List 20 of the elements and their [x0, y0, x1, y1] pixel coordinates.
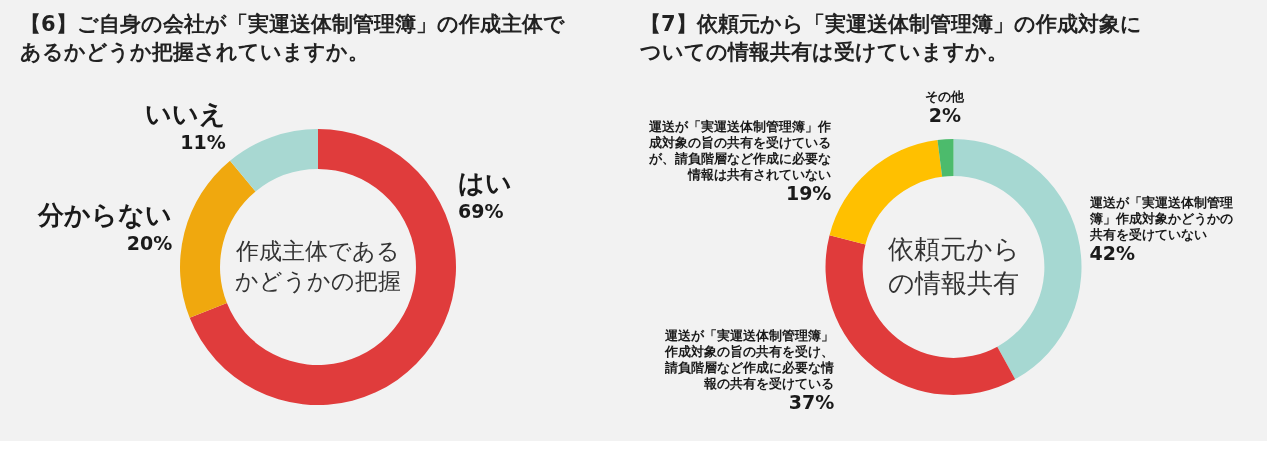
text: 作成主体であるかどうかの把握	[235, 238, 401, 294]
data-label: 37%	[788, 391, 835, 414]
slice-label: 運送が「実運送体制管理簿」作成対象かどうかの共有を受けていない	[1088, 195, 1233, 243]
slice-label: その他	[925, 89, 966, 105]
slice-label: いいえ	[144, 98, 226, 129]
chart-title: 【6】ご自身の会社が「実運送体制管理簿」の作成主体であるかどうか把握されていますか。	[20, 12, 565, 64]
data-label: 69%	[457, 199, 504, 222]
chart-title: 【7】依頼元から「実運送体制管理簿」の作成対象についての情報共有は受けていますか。	[640, 12, 1142, 64]
text: 依頼元からの情報共有	[887, 234, 1020, 298]
data-label: 20%	[126, 231, 173, 254]
slice-label: はい	[457, 167, 512, 198]
data-label: 19%	[785, 181, 832, 204]
data-label: 11%	[180, 130, 226, 153]
data-label: 42%	[1089, 242, 1135, 265]
slice-label: 運送が「実運送体制管理簿」作成対象の旨の共有を受け、請負階層など作成に必要な情報の共有を受けている	[664, 328, 835, 392]
slice-label: 運送が「実運送体制管理簿」作成対象の旨の共有を受けているが、請負階層など作成に必要な情報は共有されていない	[648, 118, 832, 182]
donut-slice	[230, 129, 318, 192]
slice-label: 分からない	[37, 199, 173, 230]
donut-slice	[937, 139, 954, 177]
data-label: 2%	[928, 104, 962, 127]
